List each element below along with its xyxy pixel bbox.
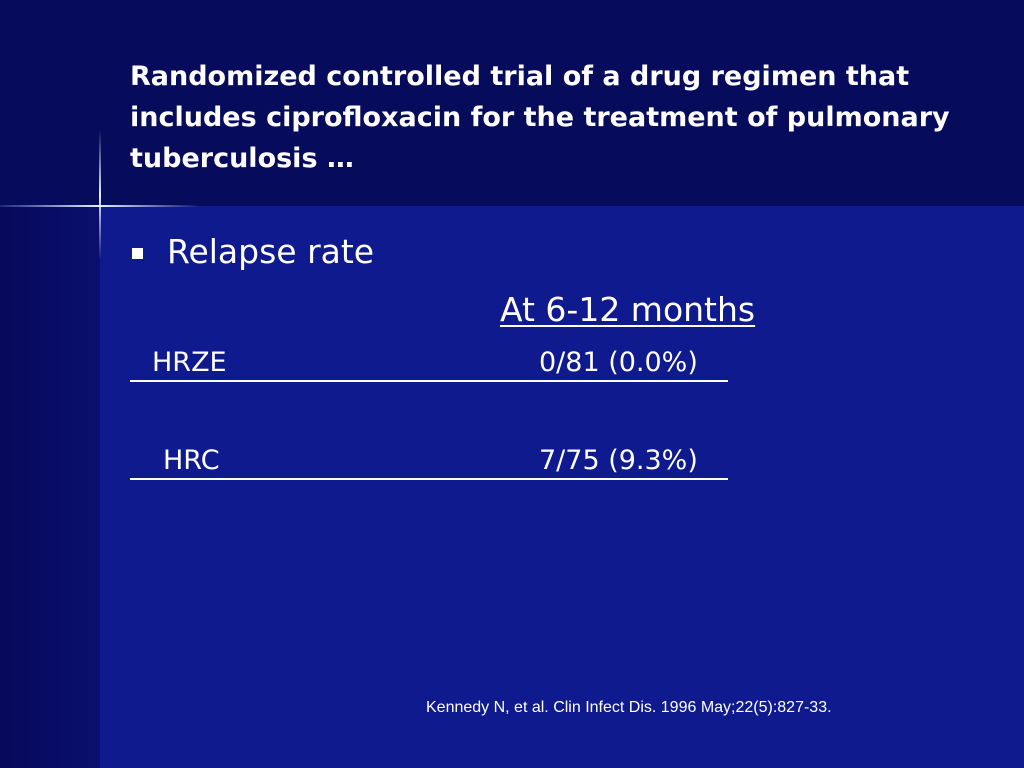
citation: Kennedy N, et al. Clin Infect Dis. 1996 …	[426, 699, 832, 716]
bullet-text: Relapse rate	[167, 232, 375, 271]
regimen-name: HRZE	[152, 347, 227, 378]
table-row: HRC 7/75 (9.3%)	[130, 442, 728, 480]
square-bullet-icon	[132, 248, 143, 259]
table-row: HRZE 0/81 (0.0%)	[130, 344, 728, 382]
title-band	[0, 0, 1024, 206]
slide-title: Randomized controlled trial of a drug re…	[130, 61, 950, 174]
sparkle-horizontal-line	[0, 205, 200, 207]
regimen-name: HRC	[163, 445, 220, 476]
column-header: At 6-12 months	[500, 290, 756, 329]
relapse-value: 7/75 (9.3%)	[539, 445, 698, 476]
bullet-item: Relapse rate	[132, 232, 374, 271]
sparkle-vertical-line	[99, 130, 101, 260]
relapse-value: 0/81 (0.0%)	[539, 347, 698, 378]
